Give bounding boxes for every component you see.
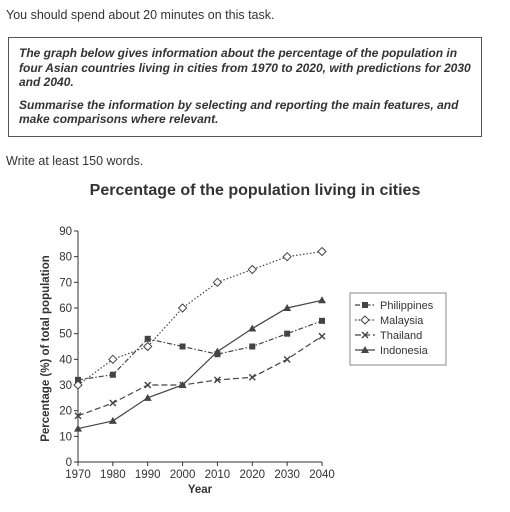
x-axis-label: Year [188,484,213,496]
data-point-indonesia [248,324,257,332]
legend-label-malaysia: Malaysia [380,315,424,327]
x-tick-label: 1970 [65,469,91,481]
data-point-thailand [248,373,256,381]
legend-label-philippines: Philippines [380,300,434,312]
data-point-thailand [213,376,221,384]
series-line-malaysia [77,250,323,386]
data-point-indonesia [283,304,292,311]
x-tick-label: 2030 [274,469,300,481]
data-point-malaysia [73,380,83,390]
legend-marker-malaysia [360,315,370,325]
data-point-thailand [318,332,326,340]
data-point-thailand [283,355,291,363]
legend-label-thailand: Thailand [380,330,422,342]
data-point-philippines [109,371,116,378]
y-tick-label: 0 [66,457,72,469]
data-point-indonesia [318,296,326,304]
task-paragraph-2: Summarise the information by selecting a… [19,97,459,127]
y-tick-label: 90 [59,226,72,238]
x-tick-label: 1980 [100,469,126,481]
data-point-indonesia [108,416,117,424]
data-point-indonesia [213,347,222,355]
x-tick-label: 2010 [205,469,231,481]
data-point-indonesia [74,424,82,432]
y-tick-label: 30 [59,380,72,392]
legend-label-indonesia: Indonesia [380,345,429,357]
data-point-malaysia [212,277,223,288]
task-box: The graph below gives information about … [8,37,482,137]
y-tick-label: 20 [59,406,72,418]
chart-title: Percentage of the population living in c… [89,182,421,199]
y-tick-label: 40 [59,354,72,366]
series-line-indonesia [77,299,323,430]
data-point-philippines [249,343,256,350]
data-point-malaysia [143,341,153,352]
data-point-thailand [109,399,117,407]
data-point-indonesia [178,381,187,388]
intro-text: You should spend about 20 minutes on thi… [6,8,275,22]
data-point-malaysia [282,251,292,262]
y-tick-label: 50 [59,329,72,341]
y-tick-label: 10 [59,431,72,443]
x-tick-label: 1990 [135,469,161,481]
data-point-thailand [74,412,82,420]
x-tick-label: 2000 [170,469,196,481]
data-point-philippines [319,317,325,324]
word-count-instruction: Write at least 150 words. [6,154,144,168]
series-line-thailand [77,335,323,417]
legend-marker-indonesia [361,346,369,353]
data-point-philippines [179,343,186,350]
data-point-philippines [284,330,291,337]
data-point-indonesia [143,393,152,401]
x-tick-label: 2020 [239,469,265,481]
legend-marker-philippines [362,302,368,308]
data-point-philippines [75,376,81,383]
data-point-thailand [144,381,152,389]
legend-marker-thailand [361,331,369,339]
task-paragraph-1: The graph below gives information about … [19,46,471,89]
x-tick-label: 2040 [309,469,335,481]
data-point-malaysia [247,264,257,275]
data-point-malaysia [177,303,188,313]
y-tick-label: 80 [59,252,72,264]
data-point-malaysia [317,246,327,257]
y-tick-label: 70 [59,277,72,289]
data-point-malaysia [108,354,118,365]
series-line-philippines [77,320,323,381]
y-tick-label: 60 [59,303,72,315]
data-point-philippines [144,335,151,342]
y-axis-label: Percentage (%) of total population [40,255,52,442]
